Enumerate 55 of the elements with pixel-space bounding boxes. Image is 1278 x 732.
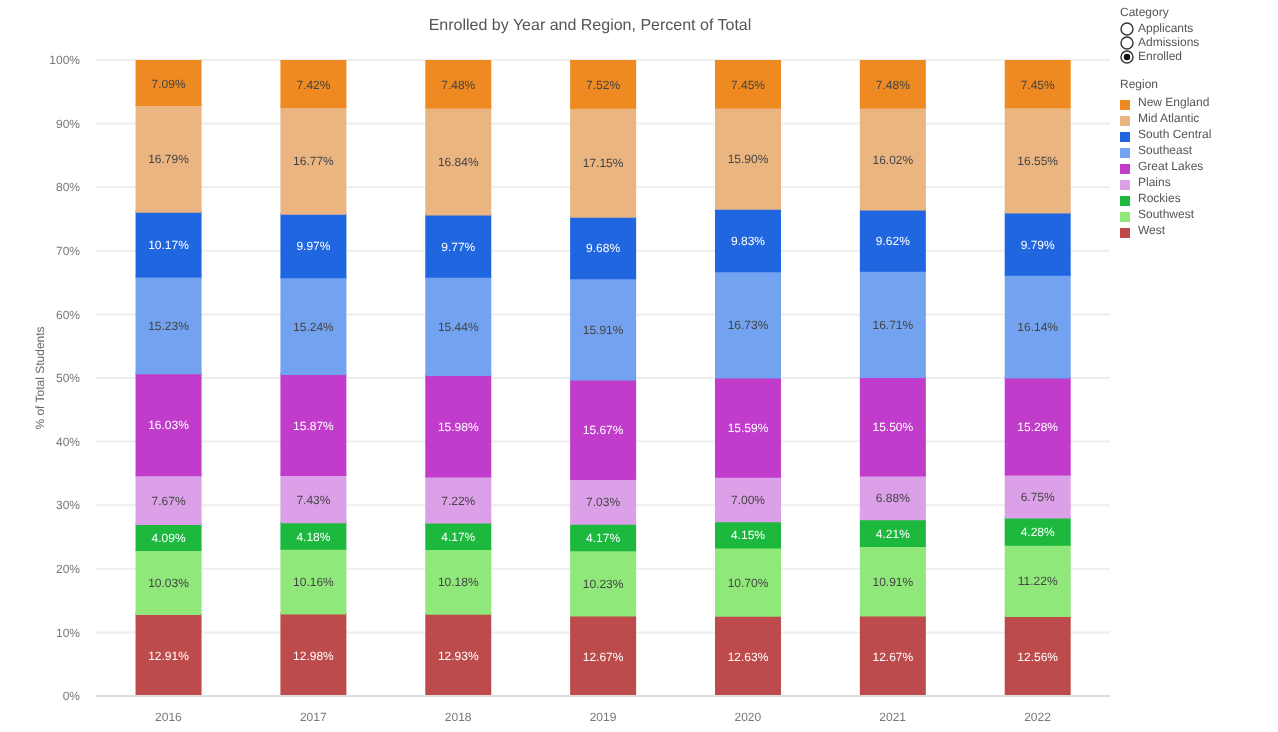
bar <box>280 547 347 615</box>
bar <box>135 275 202 375</box>
bar <box>570 614 637 696</box>
bar <box>1004 60 1071 109</box>
bar <box>570 215 637 280</box>
bar <box>1004 211 1071 276</box>
bar <box>859 474 926 521</box>
bar <box>135 60 202 107</box>
bar <box>859 106 926 211</box>
bar <box>570 60 637 109</box>
bar <box>425 106 492 216</box>
bar <box>859 208 926 272</box>
bar <box>280 106 347 215</box>
bar <box>425 612 492 696</box>
bar <box>570 277 637 381</box>
bar <box>425 275 492 376</box>
bar <box>714 270 781 379</box>
bar <box>280 373 347 476</box>
bar <box>280 60 347 109</box>
bar <box>280 473 347 524</box>
bar <box>859 375 926 477</box>
bar <box>1004 106 1071 214</box>
bar <box>714 207 781 273</box>
bar <box>1004 273 1071 379</box>
chart-title: Enrolled by Year and Region, Percent of Total <box>426 16 754 34</box>
bar <box>425 60 492 109</box>
bar <box>859 60 926 109</box>
bar <box>135 612 202 696</box>
bar <box>859 269 926 378</box>
bar <box>280 276 347 376</box>
bar <box>135 549 202 615</box>
bar <box>570 106 637 218</box>
bar <box>1004 615 1071 696</box>
bar <box>570 478 637 525</box>
bar <box>135 372 202 477</box>
bar <box>135 104 202 213</box>
bar <box>1004 473 1071 519</box>
bar <box>859 545 926 617</box>
bar <box>714 614 781 696</box>
bar <box>859 614 926 696</box>
bar <box>714 376 781 478</box>
bar <box>1004 376 1071 476</box>
bar <box>135 474 202 526</box>
bar <box>280 612 347 696</box>
bar <box>425 213 492 278</box>
bar <box>135 210 202 278</box>
bar <box>425 548 492 615</box>
bar <box>714 106 781 210</box>
bar <box>1004 543 1071 618</box>
bar <box>570 549 637 617</box>
bar <box>714 546 781 617</box>
bar <box>425 373 492 478</box>
bar <box>714 60 781 109</box>
bar <box>570 378 637 481</box>
bar <box>280 212 347 279</box>
